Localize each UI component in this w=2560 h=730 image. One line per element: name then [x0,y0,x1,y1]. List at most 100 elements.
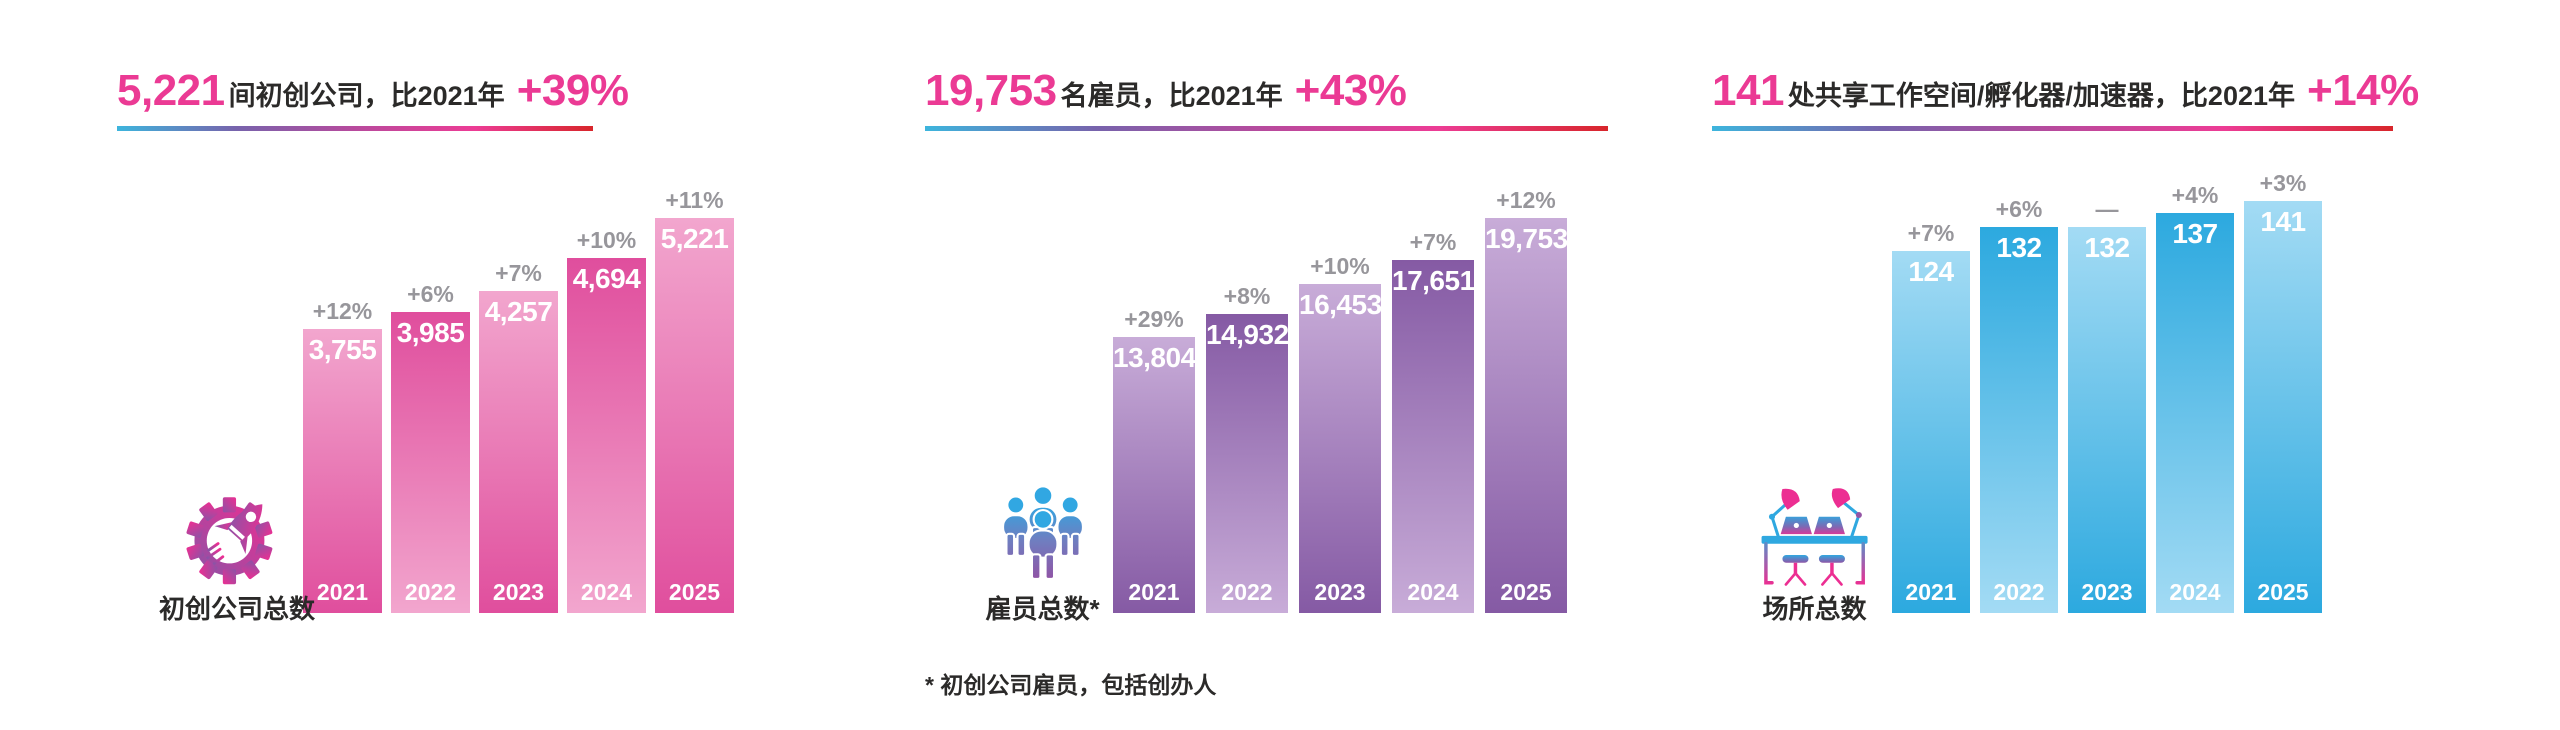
bar-group: +29% 13,804 2021 +8% 14,932 2022 +10% 16,453 202… [1113,187,1568,613]
bar-2021: 3,755 2021 [303,329,382,613]
bar-cell-2023: — 132 2023 [2068,198,2146,613]
bar-year-label: 2021 [316,579,369,605]
bar-value-label: 19,753 [1485,223,1568,254]
pct-change-label: +7% [1409,229,1457,255]
bar-value-label: 16,453 [1299,289,1382,320]
pct-change-label: +3% [2259,170,2307,196]
pct-change-label: +12% [312,298,373,324]
employees-chart-title: 19,753 名雇员，比2021年 +43% [925,66,1407,116]
bar-year-label: 2023 [492,579,545,605]
bar-value-label: 4,694 [572,263,641,294]
headline-text: 处共享工作空间/孵化器/加速器，比2021年 [1787,81,2295,111]
gradient-underline [925,126,1608,131]
bar-year-label: 2022 [1993,579,2045,605]
headline-text: 间初创公司，比2021年 [228,81,505,111]
pct-change-label: +29% [1124,306,1184,332]
rocket-gear-icon [186,497,273,585]
bar-cell-2022: +6% 3,985 2022 [391,283,470,613]
bar-cell-2021: +29% 13,804 2021 [1113,306,1196,613]
workspaces-chart-title: 141 处共享工作空间/孵化器/加速器，比2021年 +14% [1712,66,2419,116]
icon-caption: 场所总数 [1762,594,1867,624]
pct-change-label: +10% [576,227,637,253]
bar-cell-2025: +11% 5,221 2025 [655,189,734,613]
workspaces-chart: 141 处共享工作空间/孵化器/加速器，比2021年 +14% +7% 124 20… [1712,0,2419,730]
bar-group: +7% 124 2021 +6% 132 2022 — 132 2023 +4% 137 2024 +3… [1892,172,2322,613]
bar-2023: 4,257 2023 [479,291,558,613]
pct-change-label: +10% [1310,253,1370,279]
bar-year-label: 2025 [2257,579,2309,605]
icon-caption: 初创公司总数 [158,594,315,624]
bar-value-label: 132 [2084,232,2130,263]
bar-year-label: 2023 [1314,579,1366,605]
bar-cell-2025: +12% 19,753 2025 [1485,187,1568,613]
pct-change-label: +12% [1496,187,1556,213]
pct-change-label: +8% [1223,283,1271,309]
bar-cell-2025: +3% 141 2025 [2244,172,2322,613]
bar-year-label: 2021 [1128,579,1180,605]
bar-cell-2023: +7% 4,257 2023 [479,262,558,613]
bar-year-label: 2025 [668,579,721,605]
headline-text: 名雇员，比2021年 [1060,81,1283,111]
bar-cell-2022: +8% 14,932 2022 [1206,283,1289,613]
pct-change-label: +7% [1907,220,1955,246]
bar-cell-2024: +7% 17,651 2024 [1392,229,1475,613]
people-group-icon [1001,485,1084,580]
bar-value-label: 14,932 [1206,319,1289,350]
bar-year-label: 2023 [2081,579,2133,605]
bar-2024: 137 2024 [2156,213,2234,613]
bar-cell-2022: +6% 132 2022 [1980,198,2058,613]
bar-2023: 132 2023 [2068,227,2146,613]
bar-cell-2024: +10% 4,694 2024 [567,229,646,613]
bar-value-label: 137 [2172,218,2218,249]
headline-delta: +43% [1294,66,1407,115]
desk-workspace-icon [1761,488,1868,586]
bar-2024: 17,651 2024 [1392,260,1475,613]
chart-icon-legend: 雇员总数* [960,478,1125,622]
pct-change-label: +6% [1995,196,2043,222]
bar-year-label: 2024 [1407,579,1459,605]
bar-2025: 141 2025 [2244,201,2322,613]
icon-caption: 雇员总数* [985,594,1100,624]
pct-change-label: — [2095,196,2119,222]
startups-chart-title: 5,221 间初创公司，比2021年 +39% [117,66,629,116]
bar-value-label: 132 [1996,232,2042,263]
gradient-underline [1712,126,2393,131]
bar-2021: 124 2021 [1892,251,1970,613]
pct-change-label: +6% [407,281,454,307]
headline-value: 141 [1712,66,1784,115]
bar-year-label: 2022 [404,579,457,605]
bar-value-label: 17,651 [1392,265,1475,296]
bar-year-label: 2021 [1905,579,1957,605]
bar-value-label: 141 [2260,206,2306,237]
bar-year-label: 2024 [580,579,633,605]
bar-group: +12% 3,755 2021 +6% 3,985 2022 +7% 4,257 2023 +10… [303,189,734,613]
bar-2022: 3,985 2022 [391,312,470,613]
pct-change-label: +7% [495,260,542,286]
bar-2025: 5,221 2025 [655,218,734,613]
bar-cell-2023: +10% 16,453 2023 [1299,253,1382,613]
headline-value: 5,221 [117,66,225,115]
bar-2021: 13,804 2021 [1113,337,1196,613]
bar-2022: 14,932 2022 [1206,314,1289,613]
chart-icon-legend: 场所总数 [1727,482,1902,622]
headline-delta: +39% [516,66,629,115]
pct-change-label: +4% [2171,182,2219,208]
bar-2022: 132 2022 [1980,227,2058,613]
headline-value: 19,753 [925,66,1057,115]
bar-value-label: 13,804 [1113,342,1196,373]
bar-2024: 4,694 2024 [567,258,646,613]
bar-2025: 19,753 2025 [1485,218,1568,613]
employees-chart: 19,753 名雇员，比2021年 +43% +29% 13,804 2021 +8%… [925,0,1625,730]
bar-value-label: 4,257 [484,296,553,327]
bar-value-label: 3,755 [308,334,377,365]
bar-year-label: 2022 [1221,579,1273,605]
bar-value-label: 124 [1908,256,1954,287]
bar-value-label: 5,221 [660,223,729,254]
gradient-underline [117,126,593,131]
bar-cell-2021: +12% 3,755 2021 [303,300,382,613]
pct-change-label: +11% [665,187,724,213]
chart-icon-legend: 初创公司总数 [137,484,337,622]
bar-cell-2024: +4% 137 2024 [2156,184,2234,613]
bar-year-label: 2024 [2169,579,2221,605]
